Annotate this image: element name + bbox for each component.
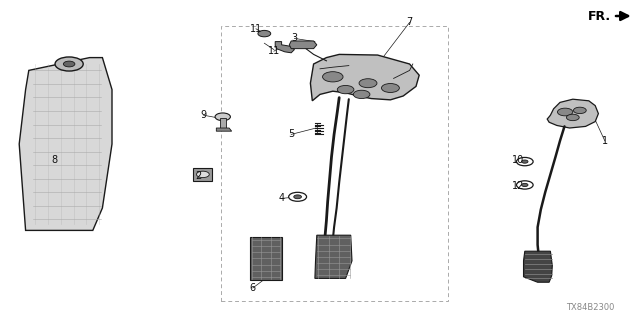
Circle shape xyxy=(381,84,399,92)
Polygon shape xyxy=(524,251,552,282)
Text: 1: 1 xyxy=(602,136,608,146)
Circle shape xyxy=(258,30,271,37)
Polygon shape xyxy=(216,128,232,131)
Circle shape xyxy=(557,108,573,116)
Text: 11: 11 xyxy=(250,24,262,34)
Circle shape xyxy=(337,85,354,94)
Circle shape xyxy=(516,181,533,189)
Text: 12: 12 xyxy=(512,180,525,191)
Text: 4: 4 xyxy=(278,193,285,204)
Text: 8: 8 xyxy=(51,155,58,165)
Circle shape xyxy=(196,171,209,178)
Text: 6: 6 xyxy=(250,283,256,293)
Text: 9: 9 xyxy=(200,110,207,120)
Text: 11: 11 xyxy=(268,46,280,56)
Polygon shape xyxy=(310,54,419,101)
Circle shape xyxy=(522,160,528,163)
Text: TX84B2300: TX84B2300 xyxy=(566,303,614,312)
Text: FR.: FR. xyxy=(588,10,611,23)
Bar xyxy=(220,118,226,128)
Polygon shape xyxy=(19,58,112,230)
Bar xyxy=(221,26,448,301)
Circle shape xyxy=(55,57,83,71)
Circle shape xyxy=(215,113,230,121)
Circle shape xyxy=(573,107,586,114)
Text: 2: 2 xyxy=(195,171,202,181)
Polygon shape xyxy=(250,237,282,280)
Circle shape xyxy=(294,195,301,199)
Circle shape xyxy=(289,192,307,201)
Polygon shape xyxy=(315,235,352,278)
Circle shape xyxy=(522,183,528,187)
Text: 7: 7 xyxy=(406,17,413,28)
Text: 5: 5 xyxy=(288,129,294,140)
Circle shape xyxy=(566,114,579,121)
Circle shape xyxy=(516,157,533,166)
Polygon shape xyxy=(547,99,598,128)
Polygon shape xyxy=(275,42,294,53)
Circle shape xyxy=(323,72,343,82)
Circle shape xyxy=(359,79,377,88)
Text: 3: 3 xyxy=(291,33,298,44)
Polygon shape xyxy=(289,41,317,49)
Text: 10: 10 xyxy=(512,155,525,165)
Circle shape xyxy=(353,90,370,99)
Bar xyxy=(193,168,212,181)
Circle shape xyxy=(63,61,75,67)
